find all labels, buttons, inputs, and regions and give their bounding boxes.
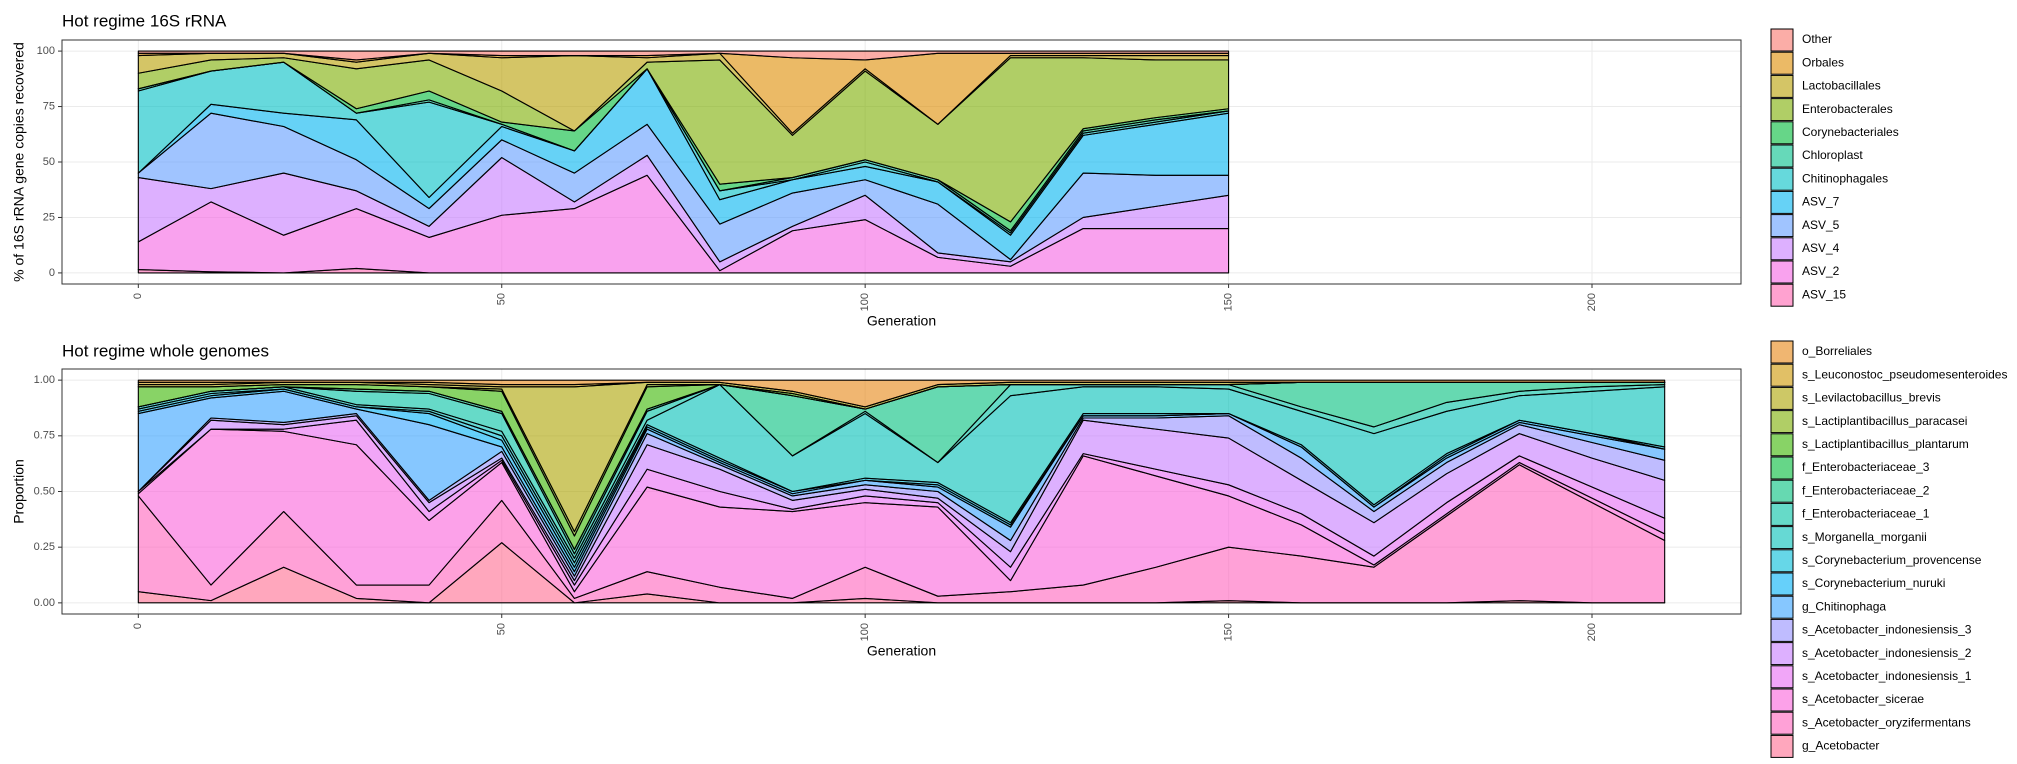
legend-label: ASV_4 bbox=[1802, 241, 1840, 255]
legend-label: Lactobacillales bbox=[1802, 79, 1881, 93]
legend-label: s_Acetobacter_sicerae bbox=[1802, 692, 1924, 706]
legend-label: g_Acetobacter bbox=[1802, 739, 1879, 753]
legend-label: f_Enterobacteriaceae_1 bbox=[1802, 507, 1930, 521]
area bbox=[137, 50, 1230, 61]
x-tick-label: 100 bbox=[859, 293, 871, 311]
legend-key bbox=[1770, 410, 1794, 434]
x-axis-title: Generation bbox=[867, 643, 936, 659]
y-tick-label: 50 bbox=[43, 156, 55, 168]
legend-label: f_Enterobacteriaceae_2 bbox=[1802, 483, 1930, 497]
legend-key bbox=[1770, 51, 1794, 75]
legend-label: Enterobacterales bbox=[1802, 102, 1893, 116]
legend-label: Chitinophagales bbox=[1802, 171, 1888, 185]
y-tick-label: 0.50 bbox=[34, 485, 55, 497]
legend-key bbox=[1770, 74, 1794, 98]
legend-key bbox=[1770, 572, 1794, 596]
legend-key bbox=[1770, 214, 1794, 238]
legend-key bbox=[1770, 144, 1794, 168]
y-tick-label: 0.00 bbox=[34, 597, 55, 609]
legend-label: s_Acetobacter_indonesiensis_1 bbox=[1802, 669, 1972, 683]
legend-key bbox=[1770, 28, 1794, 52]
legend-label: Orbales bbox=[1802, 55, 1844, 69]
legend-key bbox=[1770, 237, 1794, 261]
legend-key bbox=[1770, 456, 1794, 480]
y-tick-label: 0.75 bbox=[34, 430, 55, 442]
legend-key bbox=[1770, 665, 1794, 689]
legend-label: g_Chitinophaga bbox=[1802, 599, 1886, 613]
area bbox=[137, 379, 1666, 408]
legend-key bbox=[1770, 642, 1794, 666]
legend-key bbox=[1770, 386, 1794, 410]
x-tick-label: 200 bbox=[1586, 623, 1598, 641]
y-tick-label: 75 bbox=[43, 100, 55, 112]
legend-key bbox=[1770, 167, 1794, 191]
legend-label: s_Lactiplantibacillus_plantarum bbox=[1802, 437, 1969, 451]
chart-title: Hot regime whole genomes bbox=[62, 341, 269, 360]
x-tick-label: 150 bbox=[1222, 623, 1234, 641]
legend-label: s_Morganella_morganii bbox=[1802, 530, 1927, 544]
legend-label: Other bbox=[1802, 32, 1832, 46]
legend-key bbox=[1770, 618, 1794, 642]
legend-key bbox=[1770, 121, 1794, 145]
legend-key bbox=[1770, 340, 1794, 364]
y-tick-label: 25 bbox=[43, 211, 55, 223]
legend-label: s_Acetobacter_oryzifermentans bbox=[1802, 715, 1971, 729]
x-axis-title: Generation bbox=[867, 313, 936, 329]
x-tick-label: 0 bbox=[132, 623, 144, 629]
plot-border bbox=[61, 39, 1742, 285]
legend-label: s_Acetobacter_indonesiensis_2 bbox=[1802, 646, 1972, 660]
plot-border bbox=[61, 368, 1742, 615]
legend-label: s_Corynebacterium_provencense bbox=[1802, 553, 1982, 567]
legend-key bbox=[1770, 433, 1794, 457]
legend-label: s_Acetobacter_indonesiensis_3 bbox=[1802, 623, 1972, 637]
legend-key bbox=[1770, 734, 1794, 758]
legend-label: s_Levilactobacillus_brevis bbox=[1802, 391, 1941, 405]
legend-label: s_Corynebacterium_nuruki bbox=[1802, 576, 1945, 590]
chart-title: Hot regime 16S rRNA bbox=[62, 11, 227, 30]
y-tick-label: 100 bbox=[37, 45, 55, 57]
legend-label: s_Lactiplantibacillus_paracasei bbox=[1802, 414, 1967, 428]
legend-label: f_Enterobacteriaceae_3 bbox=[1802, 460, 1930, 474]
legend-label: ASV_5 bbox=[1802, 218, 1840, 232]
x-tick-label: 50 bbox=[496, 293, 508, 305]
legend-key bbox=[1770, 283, 1794, 307]
legend-label: ASV_2 bbox=[1802, 264, 1840, 278]
y-tick-label: 0.25 bbox=[34, 541, 55, 553]
y-axis-title: % of 16S rRNA gene copies recovered bbox=[11, 42, 27, 282]
legend-key bbox=[1770, 711, 1794, 735]
legend-key bbox=[1770, 688, 1794, 712]
y-tick-label: 1.00 bbox=[34, 374, 55, 386]
legend-key bbox=[1770, 260, 1794, 284]
x-tick-label: 150 bbox=[1222, 293, 1234, 311]
legend-label: s_Leuconostoc_pseudomesenteroides bbox=[1802, 367, 2007, 381]
x-tick-label: 50 bbox=[496, 623, 508, 635]
legend-label: Chloroplast bbox=[1802, 148, 1863, 162]
legend-key bbox=[1770, 479, 1794, 503]
legend-key bbox=[1770, 526, 1794, 550]
legend-key bbox=[1770, 595, 1794, 619]
legend-label: ASV_15 bbox=[1802, 287, 1846, 301]
x-tick-label: 200 bbox=[1586, 293, 1598, 311]
y-axis-title: Proportion bbox=[11, 459, 27, 524]
y-tick-label: 0 bbox=[49, 267, 55, 279]
legend-label: o_Borreliales bbox=[1802, 344, 1872, 358]
legend-label: ASV_7 bbox=[1802, 195, 1840, 209]
legend-key bbox=[1770, 98, 1794, 122]
legend-key bbox=[1770, 363, 1794, 387]
legend-key bbox=[1770, 190, 1794, 214]
x-tick-label: 0 bbox=[132, 293, 144, 299]
legend-key bbox=[1770, 549, 1794, 573]
x-tick-label: 100 bbox=[859, 623, 871, 641]
legend-key bbox=[1770, 502, 1794, 526]
legend-label: Corynebacteriales bbox=[1802, 125, 1899, 139]
